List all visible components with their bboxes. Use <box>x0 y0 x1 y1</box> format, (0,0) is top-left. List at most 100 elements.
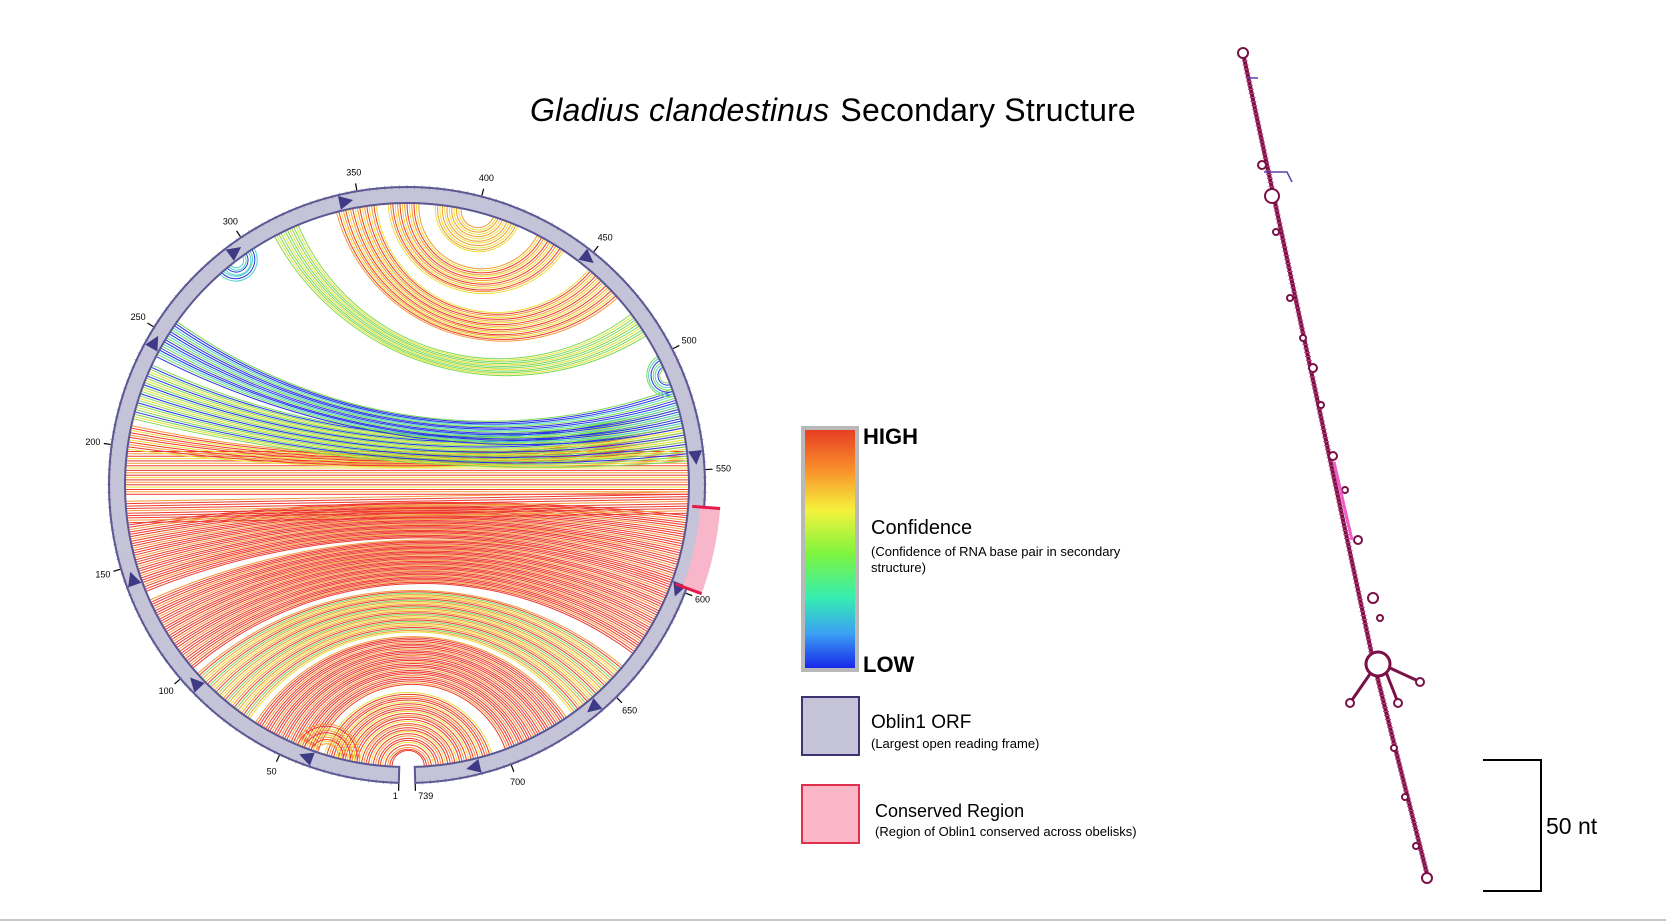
ring-tick <box>679 601 683 604</box>
base-pair-arc <box>190 581 635 667</box>
ring-tick <box>160 653 164 657</box>
base-pair-arc <box>652 362 673 391</box>
base-pair-arc <box>399 203 555 285</box>
ring-tick <box>616 272 620 276</box>
base-pair-arc <box>154 545 668 612</box>
ring-tick <box>657 325 662 329</box>
base-pair-arc <box>133 415 688 467</box>
ring-tick <box>144 628 149 631</box>
base-pair-arc <box>349 712 468 762</box>
base-pair-arc <box>145 537 672 592</box>
base-pair-arc <box>275 651 547 735</box>
base-pair-arc <box>358 720 458 763</box>
ring-tick <box>353 776 355 781</box>
base-pair-arc <box>192 583 634 669</box>
ring-tick <box>626 283 630 287</box>
ring-tick <box>699 439 704 441</box>
ring-tick <box>675 359 680 362</box>
ring-tick <box>593 252 597 256</box>
base-pair-arc <box>125 498 689 509</box>
ring-tick <box>288 209 291 214</box>
base-pair-arc <box>144 536 673 590</box>
ring-tick <box>267 218 271 223</box>
ring-tick <box>524 756 527 761</box>
scale-bar <box>1483 759 1542 892</box>
base-pair-arc <box>170 331 677 429</box>
ring-tick <box>543 218 547 223</box>
base-pair-arc <box>314 682 509 752</box>
base-pair-arc <box>284 230 640 369</box>
ring-tick <box>169 301 174 304</box>
base-pair-arc <box>363 725 454 764</box>
base-pair-arc <box>276 234 646 375</box>
base-pair-arc <box>279 655 543 738</box>
ring-tick <box>211 709 215 713</box>
conserved-region-band <box>682 506 721 594</box>
base-pair-arc <box>176 568 649 649</box>
base-pair-arc <box>290 663 533 743</box>
ring-tick <box>473 192 476 197</box>
ring-tick <box>691 401 696 404</box>
base-pair-arc <box>162 343 681 437</box>
position-tick <box>593 245 599 252</box>
base-pair-arc <box>305 675 517 749</box>
base-pair-arc <box>224 612 597 701</box>
orf-direction-arrow <box>578 248 594 263</box>
orf-direction-arrow <box>145 335 159 352</box>
ring-tick <box>247 735 251 740</box>
base-pair-arc <box>256 637 566 725</box>
base-pair-arc <box>217 606 604 695</box>
base-pair-arc <box>159 551 663 622</box>
ring-tick <box>650 653 654 657</box>
ring-tick <box>156 319 161 323</box>
base-pair-arc <box>222 610 599 700</box>
ring-tick <box>111 431 116 433</box>
base-pair-arc <box>158 550 664 620</box>
base-pair-arc <box>392 203 561 291</box>
base-pair-arc <box>138 397 686 456</box>
position-tick <box>510 764 515 772</box>
base-pair-arc <box>172 564 652 643</box>
position-tick <box>174 678 181 685</box>
base-pair-arc <box>126 503 689 514</box>
base-pair-arc <box>406 202 549 279</box>
ring-tick <box>640 301 645 304</box>
hairpin-internal-loop <box>1264 188 1280 204</box>
hairpin-internal-loop <box>1412 842 1420 850</box>
base-pair-arc <box>147 373 681 442</box>
base-pair-arc <box>345 209 612 336</box>
base-pair-arc <box>143 533 675 586</box>
base-pair-arc <box>646 355 675 398</box>
ring-tick <box>330 771 333 776</box>
ring-tick <box>114 551 119 553</box>
base-pair-arc <box>648 358 674 396</box>
base-pair-arc <box>201 594 619 680</box>
ring-tick <box>678 366 683 369</box>
ring-tick <box>160 313 165 316</box>
base-pair-arc <box>359 206 602 325</box>
ring-tick <box>241 731 244 736</box>
base-pair-arc <box>347 209 610 334</box>
base-pair-arc <box>261 640 562 727</box>
ring-tick <box>569 234 573 238</box>
hairpin-internal-loop <box>1376 614 1384 622</box>
base-pair-arc <box>228 615 594 704</box>
base-pair-arc <box>168 333 677 430</box>
orf-swatch <box>801 696 860 756</box>
base-pair-arc <box>444 205 510 244</box>
ring-tick <box>267 746 270 751</box>
ring-tick <box>295 206 298 211</box>
base-pair-arc <box>165 339 679 434</box>
ring-tick <box>346 191 348 196</box>
base-pair-arc <box>137 399 686 457</box>
base-pair-arc <box>230 255 245 269</box>
base-pair-arc <box>301 730 353 762</box>
base-pair-arc <box>231 618 590 707</box>
ring-tick <box>588 718 592 723</box>
base-pair-arc <box>265 643 558 730</box>
bottom-divider <box>0 919 1666 921</box>
base-pair-arc <box>659 368 670 384</box>
base-pair-arc <box>127 443 687 466</box>
base-pair-arc <box>248 631 573 720</box>
